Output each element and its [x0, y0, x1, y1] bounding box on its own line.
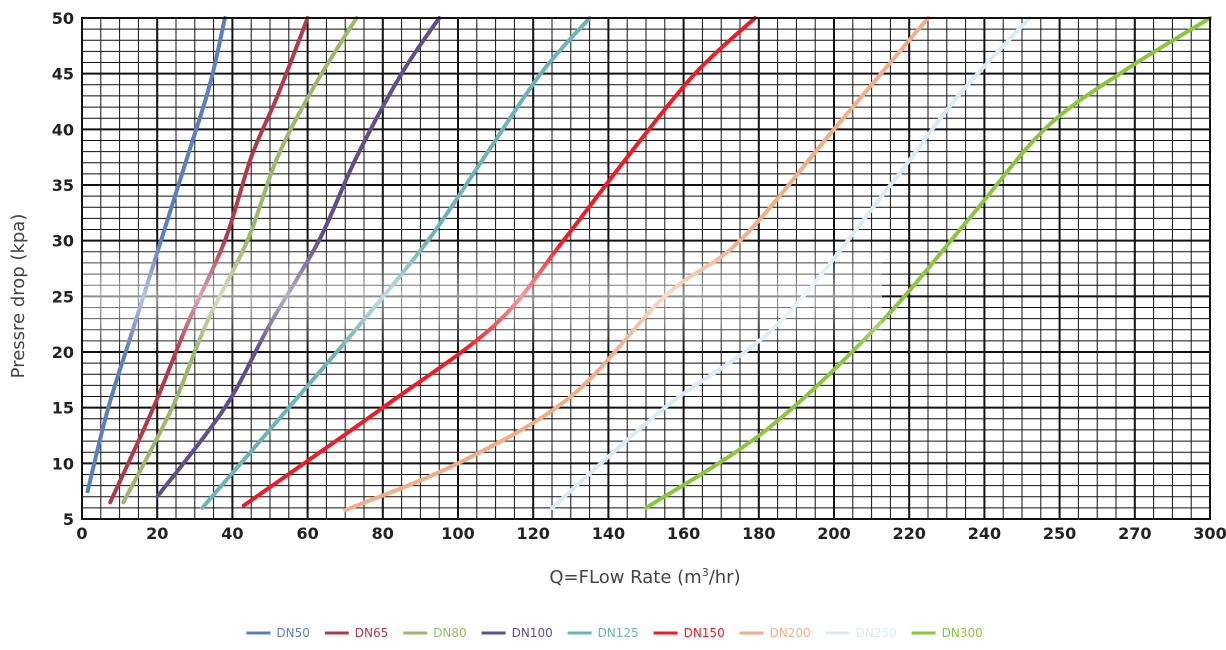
y-tick-label: 35: [52, 176, 74, 195]
y-tick-label: 10: [52, 454, 74, 473]
x-tick-label: 80: [372, 524, 394, 543]
x-tick-label: 270: [1118, 524, 1151, 543]
x-tick-label: 160: [667, 524, 700, 543]
x-tick-label: 240: [968, 524, 1001, 543]
legend-item-dn200: DN200: [739, 626, 811, 640]
x-axis-title-main: Q=FLow Rate (m: [549, 567, 701, 588]
legend-label: DN300: [942, 626, 983, 640]
legend-label: DN125: [598, 626, 639, 640]
x-tick-label: 250: [1043, 524, 1076, 543]
y-tick-label: 20: [52, 343, 74, 362]
y-tick-label: 30: [52, 232, 74, 251]
y-axis-title: Pressre drop (kpa): [8, 214, 29, 379]
y-tick-label: 25: [52, 287, 74, 306]
y-axis-tick-labels: 5 10 15 20 25 30 35 40 45 50: [52, 9, 74, 529]
plot-frame: [81, 17, 1211, 520]
legend: DN50 DN65 DN80 DN100 DN125 DN150 DN200 DN250 DN3…: [246, 626, 983, 640]
legend-item-dn80: DN80: [403, 626, 467, 640]
x-tick-label: 20: [146, 524, 168, 543]
x-tick-label: 300: [1193, 524, 1226, 543]
y-tick-label: 5: [63, 510, 74, 529]
x-axis-title-suffix: /hr): [709, 567, 741, 588]
x-tick-label: 40: [221, 524, 243, 543]
series-line-dn300: [644, 16, 1212, 510]
legend-item-dn65: DN65: [324, 626, 389, 640]
x-axis-title-sup: 3: [702, 566, 709, 579]
legend-label: DN250: [856, 626, 897, 640]
x-tick-label: 200: [817, 524, 850, 543]
legend-label: DN80: [433, 626, 467, 640]
legend-label: DN150: [684, 626, 725, 640]
legend-item-dn300: DN300: [911, 626, 983, 640]
x-axis-tick-labels: 0 20 40 60 80 100 120 140 160 180 200 220 240 250 270 3…: [76, 524, 1226, 543]
x-tick-label: 60: [296, 524, 318, 543]
x-tick-label: 220: [892, 524, 925, 543]
legend-item-dn50: DN50: [246, 626, 310, 640]
x-axis-title: Q=FLow Rate (m3/hr): [549, 566, 740, 588]
legend-item-dn125: DN125: [567, 626, 639, 640]
legend-label: DN50: [276, 626, 310, 640]
y-tick-label: 15: [52, 399, 74, 418]
legend-item-dn250: DN250: [825, 626, 897, 640]
y-tick-label: 45: [52, 65, 74, 84]
x-tick-label: 180: [742, 524, 775, 543]
x-tick-label: 100: [441, 524, 474, 543]
x-tick-label: 120: [516, 524, 549, 543]
y-tick-label: 50: [52, 9, 74, 28]
legend-label: DN200: [770, 626, 811, 640]
legend-item-dn100: DN100: [481, 626, 553, 640]
fade-band: [82, 240, 882, 352]
legend-label: DN65: [355, 626, 389, 640]
legend-label: DN100: [512, 626, 553, 640]
x-tick-label: 0: [76, 524, 87, 543]
x-tick-label: 140: [592, 524, 625, 543]
legend-item-dn150: DN150: [653, 626, 725, 640]
y-tick-label: 40: [52, 120, 74, 139]
